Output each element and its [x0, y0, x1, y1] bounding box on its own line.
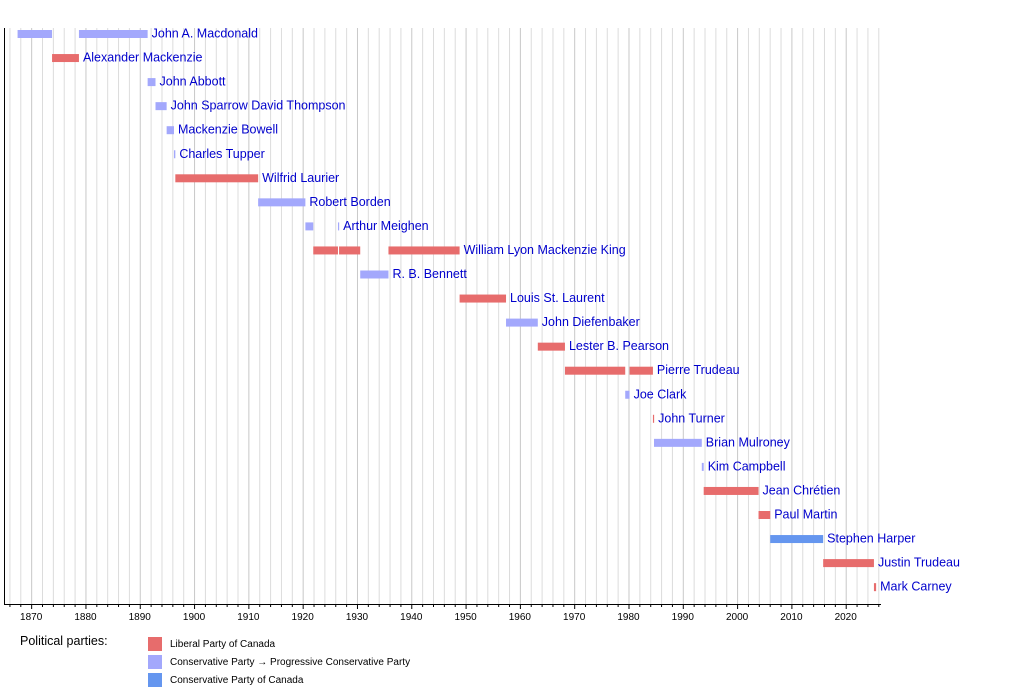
term-bar	[258, 198, 306, 207]
legend-swatch	[148, 673, 162, 687]
x-tick-label: 1870	[20, 612, 43, 623]
x-tick-label: 1890	[129, 612, 152, 623]
pm-label: John A. Macdonald	[152, 27, 258, 41]
pm-label: Louis St. Laurent	[510, 291, 605, 305]
axes	[4, 28, 881, 605]
pm-label: Pierre Trudeau	[657, 363, 740, 377]
pm-label: John Sparrow David Thompson	[171, 99, 346, 113]
pm-label: Jean Chrétien	[763, 483, 841, 497]
pm-label: Stephen Harper	[827, 532, 915, 546]
legend-item: Conservative Party → Progressive Conserv…	[148, 655, 410, 669]
term-bar	[654, 438, 702, 447]
pm-label: Lester B. Pearson	[569, 339, 669, 353]
x-tick-label: 2020	[835, 612, 858, 623]
pm-label: Paul Martin	[774, 508, 837, 522]
pm-label: Mark Carney	[880, 580, 952, 594]
pm-label: Alexander Mackenzie	[83, 51, 203, 65]
pm-label: Robert Borden	[309, 195, 390, 209]
x-tick-label: 1940	[400, 612, 423, 623]
legend-label: Conservative Party of Canada	[170, 674, 304, 686]
term-bar	[770, 535, 824, 544]
term-bar	[564, 366, 626, 375]
x-tick-label: 1920	[292, 612, 315, 623]
prime-ministers-timeline-chart: John A. Macdonald Alexander Mackenzie John…	[4, 27, 960, 623]
legend-item: Conservative Party of Canada	[148, 673, 303, 687]
pm-label: Brian Mulroney	[706, 435, 791, 449]
term-bar	[537, 342, 565, 351]
term-bar	[823, 559, 874, 568]
x-tick-label: 1960	[509, 612, 532, 623]
pm-label: Kim Campbell	[708, 459, 786, 473]
term-bar	[459, 294, 507, 303]
term-bar	[175, 174, 259, 183]
term-bar	[305, 222, 314, 231]
term-bar	[873, 583, 877, 592]
pm-label: John Diefenbaker	[542, 315, 640, 329]
pm-label: John Turner	[658, 411, 725, 425]
x-tick-label: 1900	[183, 612, 206, 623]
pm-name-labels: John A. Macdonald Alexander Mackenzie John…	[83, 27, 960, 594]
legend-swatch	[148, 655, 162, 669]
term-bar	[625, 390, 630, 399]
legend-item: Liberal Party of Canada	[148, 637, 275, 651]
term-bar	[147, 78, 156, 87]
term-bar	[78, 30, 148, 38]
pm-label: William Lyon Mackenzie King	[464, 243, 626, 257]
x-tick-label: 2010	[780, 612, 803, 623]
term-bars	[17, 30, 877, 592]
x-tick-label: 1990	[672, 612, 695, 623]
term-bar	[17, 30, 53, 38]
term-bar	[701, 462, 704, 471]
term-bar	[173, 150, 176, 159]
x-tick-label: 2000	[726, 612, 749, 623]
pm-label: Justin Trudeau	[878, 556, 960, 570]
term-bar	[629, 366, 653, 375]
x-tick-label: 1910	[237, 612, 260, 623]
term-bar	[52, 54, 79, 63]
x-tick-label: 1880	[74, 612, 97, 623]
term-bar	[313, 246, 338, 255]
term-bar	[166, 126, 174, 135]
x-tick-label: 1980	[617, 612, 640, 623]
pm-label: Mackenzie Bowell	[178, 123, 278, 137]
grid-lines	[9, 28, 880, 604]
pm-label: Joe Clark	[634, 387, 688, 401]
term-bar	[155, 102, 167, 111]
legend-label: Conservative Party → Progressive Conserv…	[170, 656, 411, 668]
pm-label: Charles Tupper	[179, 147, 264, 161]
term-bar	[360, 270, 389, 279]
x-tick-label: 1930	[346, 612, 369, 623]
legend-swatch	[148, 637, 162, 651]
x-tick-label: 1950	[454, 612, 477, 623]
term-bar	[703, 486, 759, 495]
term-bar	[506, 318, 538, 327]
legend-label: Liberal Party of Canada	[170, 638, 276, 650]
term-bar	[388, 246, 460, 255]
term-bar	[652, 414, 655, 423]
term-bar	[339, 246, 361, 255]
x-axis-ticks: 1870 1880 1890 1900 1910 1920 1930 1940 1950 1960…	[9, 604, 880, 623]
term-bar	[758, 511, 771, 519]
x-tick-label: 1970	[563, 612, 586, 623]
term-bar	[337, 222, 340, 231]
pm-label: John Abbott	[160, 75, 227, 89]
pm-label: Wilfrid Laurier	[262, 171, 339, 185]
pm-label: R. B. Bennett	[392, 267, 467, 281]
pm-label: Arthur Meighen	[343, 219, 429, 233]
legend-title: Political parties:	[20, 634, 108, 648]
